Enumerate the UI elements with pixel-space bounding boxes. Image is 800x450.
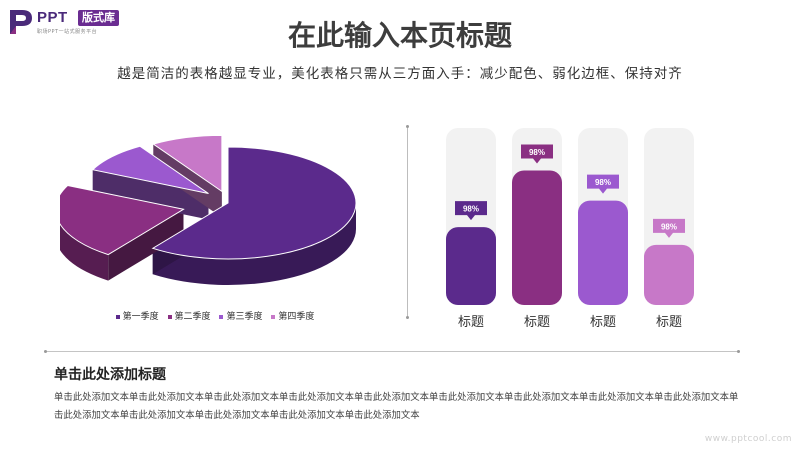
data-label: 98% (595, 178, 611, 187)
category-label: 标题 (590, 315, 616, 330)
data-label: 98% (529, 148, 545, 157)
pie-chart[interactable] (60, 135, 370, 295)
pie-slice[interactable] (91, 145, 209, 195)
data-label: 98% (661, 222, 677, 231)
legend-item: 第四季度 (271, 309, 314, 322)
data-label-callout (455, 201, 487, 221)
legend-item: 第三季度 (219, 309, 262, 322)
data-label: 98% (463, 205, 479, 214)
legend-label: 第二季度 (174, 312, 211, 322)
pie-slice[interactable] (152, 135, 223, 193)
category-label: 标题 (458, 315, 484, 330)
section-body[interactable]: 单击此处添加文本单击此处添加文本单击此处添加文本单击此处添加文本单击此处添加文本… (54, 392, 739, 421)
category-label: 标题 (656, 315, 682, 330)
bar[interactable] (512, 170, 562, 305)
legend-item: 第一季度 (115, 309, 159, 322)
legend-label: 第三季度 (226, 312, 263, 322)
logo-mark-icon (10, 10, 32, 34)
horizontal-divider (44, 350, 740, 353)
watermark: www.pptcool.com (704, 434, 792, 444)
logo-brand-text: PPT (37, 9, 68, 26)
legend-swatch (167, 314, 172, 319)
category-label: 标题 (524, 315, 550, 330)
page-subtitle[interactable]: 越是简洁的表格越显专业，美化表格只需从三方面入手：减少配色、弱化边框、保持对齐 (117, 66, 683, 82)
logo-badge: 版式库 (78, 10, 119, 26)
bar-chart[interactable]: 98% 标题 98% 标题 98% 标题 98% 标题 (420, 120, 720, 335)
legend-swatch (115, 314, 120, 319)
bar[interactable] (644, 244, 694, 305)
logo-tagline: 职场PPT一站式服务平台 (37, 29, 98, 35)
legend-label: 第四季度 (278, 312, 315, 322)
legend-swatch (271, 314, 276, 319)
bar[interactable] (578, 200, 628, 305)
data-label-callout (587, 174, 619, 194)
legend-swatch (219, 314, 224, 319)
bar[interactable] (446, 227, 496, 305)
page-title[interactable]: 在此输入本页标题 (287, 19, 512, 52)
section-title[interactable]: 单击此处添加标题 (54, 367, 166, 383)
pie-slice[interactable] (151, 146, 357, 260)
vertical-divider (406, 125, 409, 319)
pie-slice[interactable] (60, 184, 185, 256)
data-label-callout (653, 218, 685, 238)
legend-label: 第一季度 (122, 312, 159, 322)
brand-logo[interactable]: PPT 版式库 职场PPT一站式服务平台 (8, 7, 158, 39)
legend-item: 第二季度 (167, 309, 211, 322)
data-label-callout (521, 144, 553, 164)
pie-legend: 第一季度 第二季度 第三季度 第四季度 (0, 309, 430, 322)
